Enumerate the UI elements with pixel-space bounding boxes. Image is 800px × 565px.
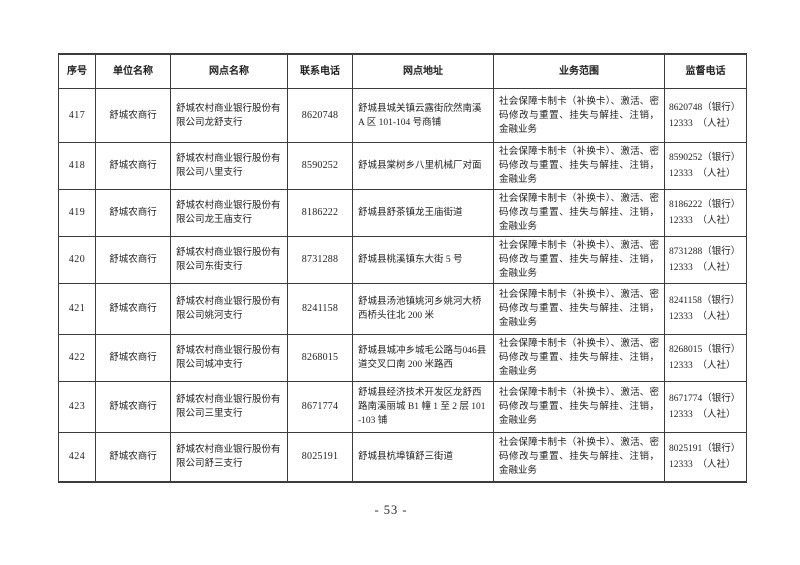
- supervision-bank-line: 8241158（银行）: [669, 296, 740, 306]
- cell-seq: 421: [58, 283, 96, 335]
- supervision-bank-line: 8590252（银行）: [669, 153, 741, 163]
- cell-supervision: 8590252（银行） 12333 （人社）: [664, 142, 747, 190]
- cell-scope: 社会保障卡制卡（补换卡）、激活、密码修改与重置、挂失与解挂、注销，金融业务: [493, 88, 665, 143]
- table-row: 417 舒城农商行 舒城农村商业银行股份有限公司龙舒支行 8620748 舒城县…: [58, 88, 747, 143]
- cell-org: 舒城农商行: [95, 381, 171, 433]
- supervision-social-line: 12333 （人社）: [669, 169, 736, 179]
- cell-phone: 8731288: [287, 236, 353, 284]
- cell-seq: 419: [58, 189, 96, 237]
- cell-branch: 舒城农村商业银行股份有限公司龙舒支行: [170, 88, 288, 143]
- cell-scope: 社会保障卡制卡（补换卡）、激活、密码修改与重置、挂失与解挂、注销，金融业务: [493, 236, 665, 284]
- cell-phone: 8671774: [287, 381, 353, 433]
- cell-branch: 舒城农村商业银行股份有限公司舒三支行: [170, 432, 288, 482]
- supervision-social-line: 12333 （人社）: [669, 459, 736, 470]
- cell-address: 舒城县棠树乡八里机械厂对面: [352, 142, 494, 190]
- table-row: 422 舒城农商行 舒城农村商业银行股份有限公司城冲支行 8268015 舒城县…: [58, 334, 747, 382]
- header-supervision: 监督电话: [664, 53, 747, 89]
- page-number: - 53 -: [374, 503, 408, 517]
- cell-supervision: 8268015（银行） 12333 （人社）: [664, 334, 747, 382]
- cell-phone: 8241158: [287, 283, 353, 335]
- cell-scope: 社会保障卡制卡（补换卡）、激活、密码修改与重置、挂失与解挂、注销，金融业务: [493, 189, 665, 237]
- header-phone: 联系电话: [287, 53, 353, 89]
- cell-address: 舒城县桃溪镇东大街 5 号: [352, 236, 494, 284]
- cell-address: 舒城县城关镇云露街欣然南溪 A 区 101-104 号商铺: [352, 88, 494, 143]
- header-seq: 序号: [58, 53, 96, 89]
- cell-branch: 舒城农村商业银行股份有限公司姚河支行: [170, 283, 288, 335]
- cell-seq: 417: [58, 88, 96, 143]
- cell-phone: 8186222: [287, 189, 353, 237]
- cell-branch: 舒城农村商业银行股份有限公司八里支行: [170, 142, 288, 190]
- cell-address: 舒城县杭埠镇舒三街道: [352, 432, 494, 482]
- cell-org: 舒城农商行: [95, 142, 171, 190]
- cell-scope: 社会保障卡制卡（补换卡）、激活、密码修改与重置、挂失与解挂、注销，金融业务: [493, 283, 665, 335]
- header-address: 网点地址: [352, 53, 494, 89]
- table-header-row: 序号 单位名称 网点名称 联系电话 网点地址 业务范围 监督电话: [58, 53, 747, 89]
- cell-scope: 社会保障卡制卡（补换卡）、激活、密码修改与重置、挂失与解挂、注销，金融业务: [493, 142, 665, 190]
- cell-seq: 420: [58, 236, 96, 284]
- cell-seq: 423: [58, 381, 96, 433]
- cell-address: 舒城县舒茶镇龙王庙街道: [352, 189, 494, 237]
- supervision-bank-line: 8268015（银行）: [669, 345, 741, 355]
- bank-branch-table: 序号 单位名称 网点名称 联系电话 网点地址 业务范围 监督电话 417 舒城农…: [58, 53, 747, 483]
- supervision-social-line: 12333 （人社）: [669, 263, 736, 273]
- cell-phone: 8025191: [287, 432, 353, 482]
- cell-branch: 舒城农村商业银行股份有限公司龙王庙支行: [170, 189, 288, 237]
- table-row: 420 舒城农商行 舒城农村商业银行股份有限公司东街支行 8731288 舒城县…: [58, 236, 747, 284]
- cell-org: 舒城农商行: [95, 432, 171, 482]
- supervision-bank-line: 8620748（银行）: [669, 102, 741, 113]
- cell-supervision: 8186222（银行） 12333 （人社）: [664, 189, 747, 237]
- cell-supervision: 8241158（银行） 12333 （人社）: [664, 283, 747, 335]
- table-row: 419 舒城农商行 舒城农村商业银行股份有限公司龙王庙支行 8186222 舒城…: [58, 189, 747, 237]
- table-row: 418 舒城农商行 舒城农村商业银行股份有限公司八里支行 8590252 舒城县…: [58, 142, 747, 190]
- cell-branch: 舒城农村商业银行股份有限公司城冲支行: [170, 334, 288, 382]
- supervision-social-line: 12333 （人社）: [669, 361, 736, 371]
- supervision-bank-line: 8025191（银行）: [669, 443, 741, 454]
- supervision-bank-line: 8186222（银行）: [669, 200, 741, 210]
- cell-seq: 418: [58, 142, 96, 190]
- supervision-social-line: 12333 （人社）: [669, 216, 736, 226]
- cell-org: 舒城农商行: [95, 88, 171, 143]
- supervision-social-line: 12333 （人社）: [669, 312, 736, 322]
- cell-branch: 舒城农村商业银行股份有限公司东街支行: [170, 236, 288, 284]
- supervision-social-line: 12333 （人社）: [669, 118, 736, 129]
- cell-phone: 8620748: [287, 88, 353, 143]
- cell-phone: 8590252: [287, 142, 353, 190]
- cell-phone: 8268015: [287, 334, 353, 382]
- supervision-bank-line: 8731288（银行）: [669, 247, 741, 257]
- cell-supervision: 8025191（银行） 12333 （人社）: [664, 432, 747, 482]
- table-row: 421 舒城农商行 舒城农村商业银行股份有限公司姚河支行 8241158 舒城县…: [58, 283, 747, 335]
- cell-supervision: 8671774（银行） 12333 （人社）: [664, 381, 747, 433]
- cell-org: 舒城农商行: [95, 334, 171, 382]
- header-org: 单位名称: [95, 53, 171, 89]
- cell-address: 舒城县城冲乡城毛公路与046县道交叉口南 200 米路西: [352, 334, 494, 382]
- header-branch: 网点名称: [170, 53, 288, 89]
- supervision-social-line: 12333 （人社）: [669, 410, 736, 420]
- supervision-bank-line: 8671774（银行）: [669, 394, 741, 404]
- cell-scope: 社会保障卡制卡（补换卡）、激活、密码修改与重置、挂失与解挂、注销，金融业务: [493, 381, 665, 433]
- cell-org: 舒城农商行: [95, 283, 171, 335]
- table-row: 424 舒城农商行 舒城农村商业银行股份有限公司舒三支行 8025191 舒城县…: [58, 432, 747, 482]
- cell-seq: 422: [58, 334, 96, 382]
- cell-address: 舒城县经济技术开发区龙舒西路南溪丽城 B1 幢 1 至 2 层 101-103 …: [352, 381, 494, 433]
- cell-scope: 社会保障卡制卡（补换卡）、激活、密码修改与重置、挂失与解挂、注销，金融业务: [493, 334, 665, 382]
- table-row: 423 舒城农商行 舒城农村商业银行股份有限公司三里支行 8671774 舒城县…: [58, 381, 747, 433]
- cell-seq: 424: [58, 432, 96, 482]
- header-scope: 业务范围: [493, 53, 665, 89]
- cell-org: 舒城农商行: [95, 236, 171, 284]
- cell-branch: 舒城农村商业银行股份有限公司三里支行: [170, 381, 288, 433]
- cell-org: 舒城农商行: [95, 189, 171, 237]
- cell-scope: 社会保障卡制卡（补换卡）、激活、密码修改与重置、挂失与解挂、注销，金融业务: [493, 432, 665, 482]
- cell-supervision: 8731288（银行） 12333 （人社）: [664, 236, 747, 284]
- cell-supervision: 8620748（银行） 12333 （人社）: [664, 88, 747, 143]
- cell-address: 舒城县汤池镇姚河乡姚河大桥西桥头往北 200 米: [352, 283, 494, 335]
